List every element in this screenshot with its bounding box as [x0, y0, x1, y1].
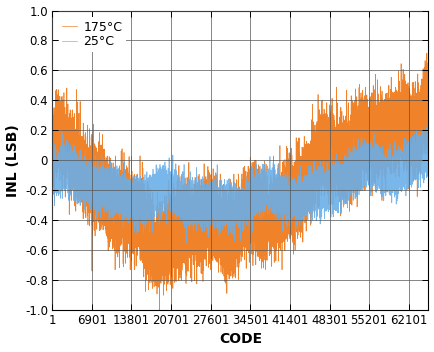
- 175°C: [161, 245, 166, 249]
- 25°C: [372, 165, 377, 169]
- X-axis label: CODE: CODE: [218, 332, 261, 346]
- Legend: 175°C, 25°C: 175°C, 25°C: [59, 17, 126, 52]
- 25°C: [424, 124, 429, 128]
- Y-axis label: INL (LSB): INL (LSB): [6, 124, 20, 196]
- 175°C: [97, 190, 102, 194]
- 25°C: [49, 155, 55, 159]
- 175°C: [49, 155, 55, 159]
- 25°C: [97, 192, 102, 196]
- Line: 25°C: 25°C: [52, 126, 427, 243]
- 175°C: [425, 104, 430, 108]
- 25°C: [184, 240, 189, 245]
- 175°C: [157, 308, 162, 312]
- 175°C: [423, 51, 428, 55]
- Line: 175°C: 175°C: [52, 53, 427, 310]
- 25°C: [425, 155, 430, 159]
- 175°C: [279, 268, 284, 272]
- 25°C: [279, 203, 284, 208]
- 175°C: [372, 163, 377, 167]
- 175°C: [351, 121, 356, 125]
- 25°C: [351, 170, 356, 174]
- 25°C: [290, 199, 296, 203]
- 175°C: [290, 203, 296, 207]
- 25°C: [161, 172, 166, 176]
